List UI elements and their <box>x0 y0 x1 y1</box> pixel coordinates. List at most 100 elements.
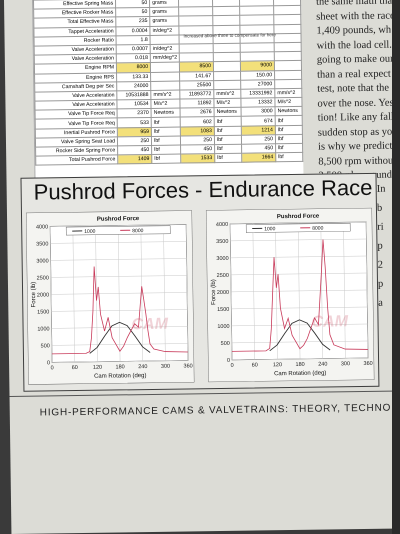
x-tick-label: 300 <box>161 364 170 370</box>
spreadsheet-cell <box>240 51 275 62</box>
y-tick-label: 1000 <box>217 324 229 330</box>
legend-label: 1000 <box>264 226 275 232</box>
spreadsheet-cell: lbf <box>214 125 242 136</box>
y-tick-label: 3000 <box>36 258 48 264</box>
spreadsheet-cell: 1083 <box>180 126 215 136</box>
spreadsheet-cell: 450 <box>180 144 215 155</box>
spreadsheet-cell: lbf <box>275 124 303 135</box>
legend-label: 8000 <box>132 228 143 234</box>
spreadsheet-cell: lbf <box>214 153 242 163</box>
y-tick-label: 2000 <box>37 292 49 298</box>
spreadsheet-cell <box>273 23 301 34</box>
gridline-x <box>185 224 189 361</box>
legend-label: 1000 <box>84 229 95 235</box>
y-axis-label: Force (lb) <box>31 282 37 308</box>
spreadsheet-cell: 10531888 <box>116 90 152 100</box>
spreadsheet-cell: 27000 <box>240 79 275 90</box>
spreadsheet-cell <box>212 15 240 26</box>
spreadsheet-cell <box>213 61 241 72</box>
spreadsheet-cell: 0.018 <box>116 53 151 64</box>
spreadsheet-cell: lbf <box>151 154 182 164</box>
body-text-line: sheet with the race <box>316 10 395 23</box>
spreadsheet: Effective Spring Mass 50 grams Effective Ro… <box>31 0 304 178</box>
gridline-x <box>229 223 233 360</box>
spreadsheet-cell: 11893772 <box>180 89 214 100</box>
x-tick-label: 180 <box>295 362 304 368</box>
body-text-line: going to make our <box>316 53 394 66</box>
spreadsheet-cell <box>239 15 274 25</box>
spreadsheet-cell <box>178 15 213 26</box>
x-tick-label: 120 <box>93 365 102 371</box>
spreadsheet-cell: 235 <box>115 16 151 27</box>
spreadsheet-cell <box>213 43 241 53</box>
spreadsheet-cell: 2676 <box>180 107 215 118</box>
spreadsheet-cell: 2370 <box>117 108 152 119</box>
y-tick-label: 3500 <box>36 241 48 247</box>
legend-box <box>245 222 351 233</box>
pushrod-force-chart-left: 0 500 1000 1500 2000 2500 3000 3500 4000 0 60 120 18… <box>25 210 195 385</box>
spreadsheet-cell: 10534 <box>117 99 152 110</box>
spreadsheet-cell <box>239 5 274 16</box>
spreadsheet-cell: 11892 <box>180 98 215 109</box>
spreadsheet-cell: mm/s^2 <box>150 89 181 100</box>
spreadsheet-cell <box>274 51 302 62</box>
spreadsheet-cell: 250 <box>241 134 276 145</box>
x-tick-label: 60 <box>252 362 258 368</box>
body-text-line: with the load cell. <box>316 39 392 52</box>
gridline-x <box>117 225 121 362</box>
spreadsheet-cell: 50 <box>115 7 150 18</box>
spreadsheet-cell: 1664 <box>241 152 276 163</box>
spreadsheet-cell: 0.0007 <box>116 44 151 55</box>
spreadsheet-cell: lbf <box>214 116 242 127</box>
spreadsheet-cell <box>213 52 241 62</box>
spreadsheet-cell: lbf <box>275 134 303 144</box>
body-text-column: the same math tha sheet with the race 1,40… <box>316 0 400 184</box>
spreadsheet-cell: 24000 <box>116 81 151 91</box>
spreadsheet-cell: 13331992 <box>240 88 275 99</box>
spreadsheet-cell <box>213 70 241 81</box>
spreadsheet-cell <box>150 34 180 45</box>
spreadsheet-cell: Newtons <box>151 108 181 118</box>
y-tick-label: 2000 <box>217 290 229 296</box>
spreadsheet-cell: 1533 <box>180 153 215 164</box>
spreadsheet-cell <box>150 71 180 82</box>
spreadsheet-cell: lbf <box>151 117 181 128</box>
spreadsheet-cell: lbf <box>275 115 303 126</box>
series-line-1000 <box>269 319 331 352</box>
spreadsheet-cell: 1.8 <box>116 35 151 45</box>
spreadsheet-cell: 133.33 <box>116 71 151 82</box>
x-tick-label: 60 <box>72 365 78 371</box>
body-text-line: 1,409 pounds, wh <box>316 24 392 37</box>
x-tick-label: 0 <box>51 365 54 371</box>
gridline-x <box>275 223 278 360</box>
gridline-x <box>72 226 75 363</box>
x-tick-label: 360 <box>363 361 372 367</box>
spreadsheet-cell: 1214 <box>241 125 276 136</box>
gridline-x <box>163 224 166 361</box>
spreadsheet-cell: mm/s^2 <box>274 88 302 98</box>
spreadsheet-cell: 13332 <box>240 97 276 108</box>
spreadsheet-cell <box>213 79 241 90</box>
spreadsheet-cell: mm/s^2 <box>213 89 241 99</box>
spreadsheet-cell: 602 <box>180 117 215 127</box>
spreadsheet-cell <box>240 42 275 53</box>
spreadsheet-cell <box>150 80 181 91</box>
spreadsheet-cell: 8500 <box>179 61 214 72</box>
spreadsheet-cell: 674 <box>241 116 276 126</box>
legend-box <box>65 225 171 236</box>
watermark-logo: CAM <box>131 316 168 334</box>
spreadsheet-cell: grams <box>149 16 180 27</box>
spreadsheet-cell: 450 <box>117 145 152 156</box>
spreadsheet-cell <box>178 6 213 17</box>
spreadsheet-cell: 250 <box>180 135 215 146</box>
spreadsheet-cell <box>179 52 214 63</box>
spreadsheet-cell: 0.0004 <box>116 26 151 36</box>
spreadsheet-cell: M/s^2 <box>274 97 303 107</box>
gridline-x <box>49 226 53 363</box>
photo-edge-shadow <box>392 0 400 534</box>
body-text-line: tion! Like any fall <box>317 111 394 124</box>
spreadsheet-cell <box>273 5 301 16</box>
spreadsheet-cell <box>179 43 214 54</box>
gridline-x <box>297 222 301 359</box>
x-tick-label: 300 <box>341 361 350 367</box>
